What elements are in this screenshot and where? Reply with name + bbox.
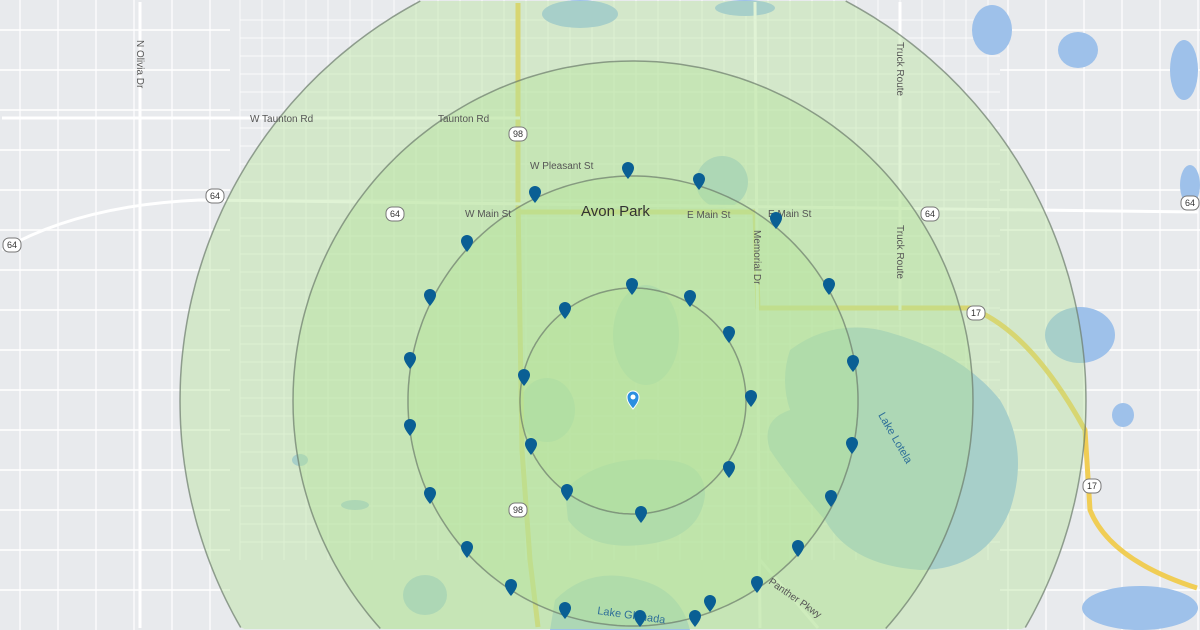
location-marker[interactable] [745, 390, 757, 407]
location-marker[interactable] [404, 352, 416, 369]
route-shields: 98 98 64 64 64 64 64 17 17 [2, 126, 1200, 518]
location-marker[interactable] [559, 602, 571, 619]
svg-text:64: 64 [1185, 198, 1195, 208]
route-shield: 64 [385, 206, 405, 222]
svg-text:98: 98 [513, 129, 523, 139]
location-marker[interactable] [461, 235, 473, 252]
lake [1058, 32, 1098, 68]
lake [1082, 586, 1198, 630]
location-marker[interactable] [770, 212, 782, 229]
lake [565, 459, 705, 546]
location-marker[interactable] [424, 487, 436, 504]
location-marker[interactable] [689, 610, 701, 627]
street-label: E Main St [687, 210, 731, 221]
svg-text:64: 64 [925, 209, 935, 219]
location-marker[interactable] [559, 302, 571, 319]
location-marker[interactable] [424, 289, 436, 306]
location-marker[interactable] [847, 355, 859, 372]
svg-text:64: 64 [390, 209, 400, 219]
route-shield: 17 [1082, 478, 1102, 494]
location-marker[interactable] [723, 326, 735, 343]
location-marker[interactable] [846, 437, 858, 454]
center-marker[interactable] [626, 390, 640, 410]
location-marker[interactable] [792, 540, 804, 557]
lake [542, 0, 618, 28]
location-marker[interactable] [561, 484, 573, 501]
location-marker[interactable] [404, 419, 416, 436]
lake [1180, 165, 1200, 205]
location-marker[interactable] [634, 610, 646, 627]
location-marker[interactable] [461, 541, 473, 558]
radius-ring-outline [292, 60, 974, 629]
radius-ring [180, 1, 1086, 629]
route-shield: 64 [920, 206, 940, 222]
svg-text:64: 64 [7, 240, 17, 250]
lake-glenada [550, 575, 690, 630]
radius-rings [179, 0, 1087, 629]
location-marker[interactable] [505, 579, 517, 596]
route-shield: 98 [508, 502, 528, 518]
route-shield: 17 [966, 305, 986, 321]
location-marker[interactable] [704, 595, 716, 612]
lake [1112, 403, 1134, 427]
street-label: W Taunton Rd [250, 114, 313, 125]
location-markers [404, 162, 859, 627]
route-shield: 64 [1180, 195, 1200, 211]
lake [292, 454, 308, 466]
street-label: Memorial Dr [751, 230, 762, 285]
lake [519, 378, 575, 442]
location-marker[interactable] [684, 290, 696, 307]
street-label: N Olivia Dr [134, 40, 145, 89]
location-marker[interactable] [825, 490, 837, 507]
street-label: W Pleasant St [530, 161, 594, 172]
location-marker[interactable] [635, 506, 647, 523]
street-label: Truck Route [894, 225, 905, 280]
lake [972, 5, 1012, 55]
lake [613, 285, 679, 385]
lake [341, 500, 369, 510]
street-label: Taunton Rd [438, 114, 489, 125]
lake [696, 156, 748, 208]
route-shield: 98 [508, 126, 528, 142]
city-label: Avon Park [581, 203, 650, 220]
location-marker[interactable] [751, 576, 763, 593]
location-marker[interactable] [518, 369, 530, 386]
location-marker[interactable] [823, 278, 835, 295]
lake [1170, 40, 1198, 100]
svg-text:98: 98 [513, 505, 523, 515]
svg-text:64: 64 [210, 191, 220, 201]
location-marker[interactable] [622, 162, 634, 179]
street-label: E Main St [768, 209, 812, 220]
location-marker[interactable] [723, 461, 735, 478]
location-marker[interactable] [693, 173, 705, 190]
route-shield: 64 [205, 188, 225, 204]
lake [403, 575, 447, 615]
location-marker[interactable] [626, 278, 638, 295]
lake [1045, 307, 1115, 363]
radius-ring-outline [407, 175, 859, 627]
street-label: Truck Route [894, 42, 905, 97]
location-marker[interactable] [529, 186, 541, 203]
street-label: W Main St [465, 209, 511, 220]
lake [715, 0, 775, 16]
svg-text:17: 17 [971, 308, 981, 318]
svg-text:17: 17 [1087, 481, 1097, 491]
route-shield: 64 [2, 237, 22, 253]
radius-ring [293, 61, 973, 629]
radius-ring-outline [179, 0, 1087, 628]
location-marker[interactable] [525, 438, 537, 455]
